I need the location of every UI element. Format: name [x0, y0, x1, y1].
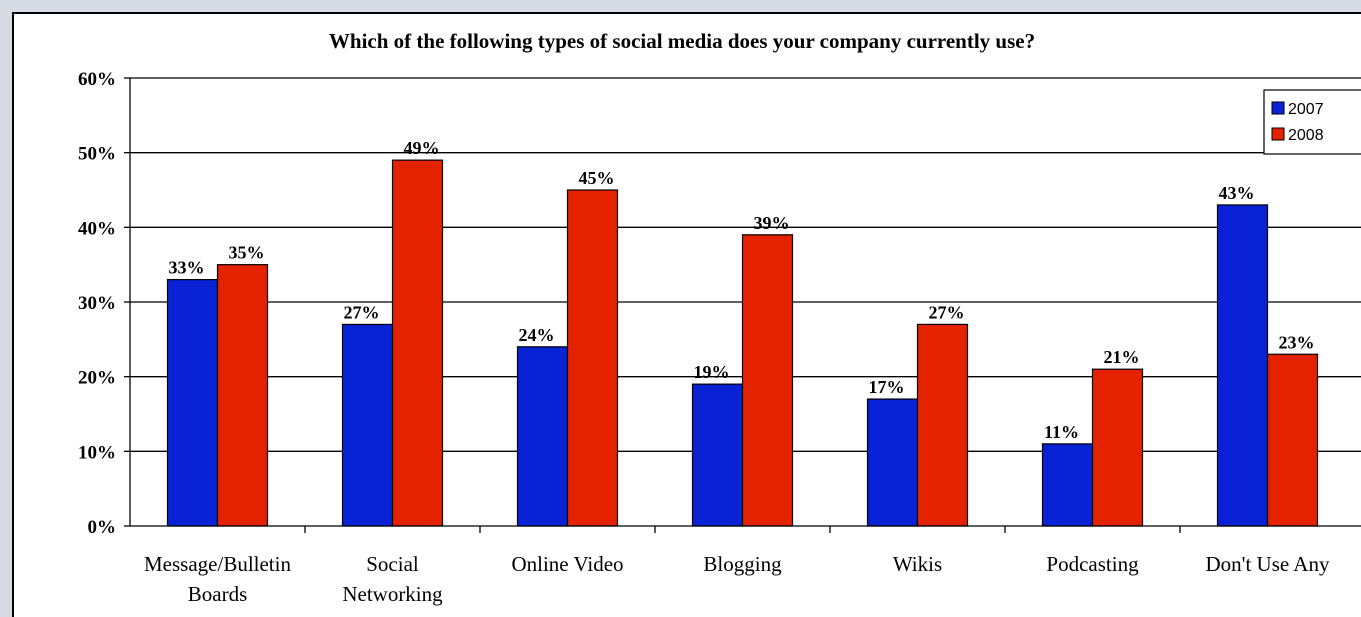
category-label: Online Video — [511, 552, 623, 576]
legend-label: 2007 — [1288, 101, 1324, 118]
y-tick-label: 50% — [78, 144, 116, 165]
category-label-line: Online Video — [511, 552, 623, 576]
category-label-line: Message/Bulletin — [144, 552, 291, 576]
bar-2007 — [1041, 443, 1094, 527]
category-label-line: Podcasting — [1046, 552, 1139, 576]
bar-2008 — [566, 189, 619, 527]
category-label-line: Networking — [342, 582, 443, 606]
category-label-line: Social — [366, 552, 419, 576]
bar-2008 — [1266, 353, 1319, 527]
data-label: 33% — [169, 258, 205, 278]
category-label-line: Boards — [188, 582, 248, 606]
category-label: Message/Bulletin Boards — [144, 552, 291, 606]
axes: 0% 10% 20% 30% 40% 50% 60% Message/Bulletin Boar… — [78, 69, 1361, 606]
data-label: 39% — [754, 213, 790, 233]
bar-2007 — [1216, 204, 1269, 527]
legend: 2007 2008 — [1263, 89, 1361, 155]
bar-2008 — [1091, 368, 1144, 527]
data-label: 23% — [1279, 332, 1315, 352]
y-tick-label: 10% — [78, 442, 116, 463]
category-label-line: Blogging — [703, 552, 782, 576]
category-label-line: Wikis — [893, 552, 942, 576]
bar-2008 — [741, 234, 794, 527]
chart: Which of the following types of social m… — [78, 29, 1361, 606]
bar-2007 — [341, 323, 394, 527]
chart-frame: Which of the following types of social m… — [12, 12, 1361, 617]
data-label: 17% — [869, 377, 905, 397]
bar-2007 — [866, 398, 919, 527]
data-labels: 33% 35% 27% 49% 24% 45% 19% 39% 17% 27% 11% 21% 43% 2… — [169, 138, 1315, 442]
category-label: Wikis — [893, 552, 942, 576]
legend-label: 2008 — [1288, 127, 1324, 144]
data-label: 35% — [229, 243, 265, 263]
bar-2007 — [166, 279, 219, 527]
category-label-line: Don't Use Any — [1206, 552, 1330, 576]
y-tick-label: 30% — [78, 293, 116, 314]
data-label: 43% — [1219, 183, 1255, 203]
bar-2007 — [691, 383, 744, 527]
legend-swatch — [1271, 101, 1285, 115]
category-label: Blogging — [703, 552, 782, 576]
y-tick-label: 0% — [88, 517, 117, 538]
data-label: 11% — [1044, 422, 1079, 442]
data-label: 27% — [929, 302, 965, 322]
category-label: Don't Use Any — [1206, 552, 1330, 576]
bar-2008 — [916, 323, 969, 527]
legend-box — [1263, 89, 1361, 155]
data-label: 21% — [1104, 347, 1140, 367]
data-label: 27% — [344, 302, 380, 322]
data-label: 49% — [404, 138, 440, 158]
bars — [166, 159, 1319, 527]
category-label: Podcasting — [1046, 552, 1139, 576]
y-tick-label: 60% — [78, 69, 116, 90]
data-label: 45% — [579, 168, 615, 188]
y-tick-label: 20% — [78, 368, 116, 389]
bar-2008 — [216, 264, 269, 527]
legend-swatch — [1271, 127, 1285, 141]
data-label: 19% — [694, 362, 730, 382]
category-label: Social Networking — [342, 552, 443, 606]
y-tick-label: 40% — [78, 218, 116, 239]
bar-2008 — [391, 159, 444, 527]
bar-2007 — [516, 346, 569, 527]
data-label: 24% — [519, 325, 555, 345]
chart-title: Which of the following types of social m… — [329, 29, 1035, 53]
